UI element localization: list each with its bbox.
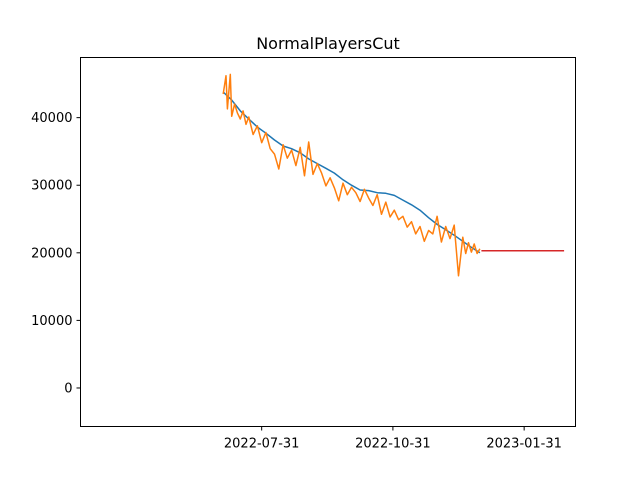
y-tick-label: 40000 [31,111,72,126]
series-line-1 [222,73,481,277]
ticks-layer: 2022-07-31 2022-10-31 2023-01-31 0 10000 2000… [31,111,562,451]
y-tick-label: 30000 [31,179,72,194]
plot-frame [80,57,576,427]
x-tick-label: 2023-01-31 [486,437,562,452]
x-tick-label: 2022-07-31 [224,437,300,452]
chart-title: NormalPlayersCut [256,34,400,53]
x-tick-label: 2022-10-31 [355,437,431,452]
y-tick-label: 20000 [31,246,72,261]
y-tick-label: 0 [64,381,72,396]
series-layer [222,73,565,277]
y-tick-label: 10000 [31,314,72,329]
